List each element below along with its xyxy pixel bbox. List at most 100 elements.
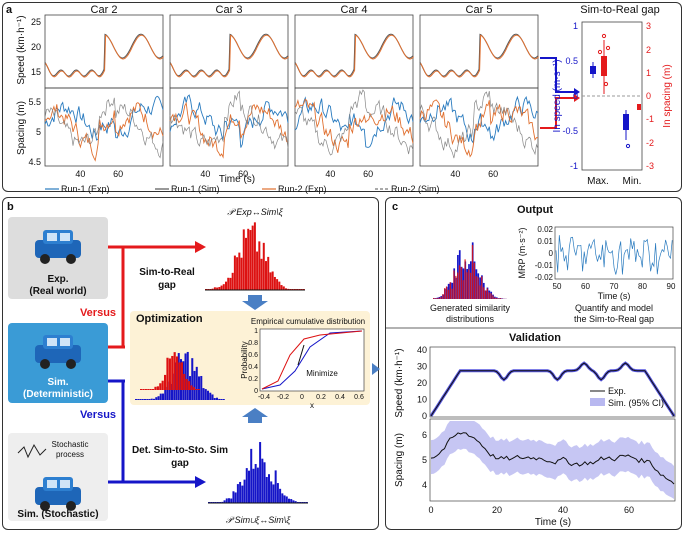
ecdf-ylabel: Probability (240, 341, 249, 378)
bottom-hist-bar (272, 484, 275, 503)
sim-sto-label: Sim. (Stochastic) (17, 509, 98, 520)
gen-red-bar (486, 288, 488, 299)
versus-bottom: Versus (80, 409, 116, 421)
opt-red-bar (168, 358, 171, 390)
spacing-ylabel: Spacing (m) (16, 101, 27, 155)
gap-left-ylabel: In speed (m·s⁻¹) (552, 59, 563, 132)
speed-exp-line (170, 34, 289, 78)
bottom-hist-bar (245, 468, 248, 503)
mrp-xtick: 60 (581, 282, 590, 291)
ecdf-axes (259, 328, 365, 392)
red-arrowhead (574, 94, 580, 102)
bottom-hist-bar (263, 462, 266, 503)
speed-exp-line (420, 34, 539, 78)
top-hist-bar (218, 287, 221, 290)
val-speed-tick: 0 (422, 411, 427, 421)
opt-red-bar (190, 385, 193, 390)
gen-red-bar (475, 276, 477, 299)
car-title: Car 5 (466, 4, 493, 16)
opt-blue-bar (186, 351, 189, 400)
down-arrow (242, 295, 268, 310)
outlier (625, 143, 631, 149)
bottom-hist-bar (265, 476, 268, 503)
gen-red-bar (458, 265, 461, 299)
panel-c (385, 197, 682, 530)
opt-red-bar (171, 355, 174, 390)
top-hist-bar (229, 277, 232, 290)
val-spacing-tick: 6 (422, 430, 427, 440)
top-hist-bar (213, 287, 216, 290)
bottom-hist-bar (292, 500, 295, 503)
bottom-hist-bar (232, 491, 235, 503)
speed-axes (169, 14, 289, 89)
opt-blue-bar (191, 358, 194, 400)
up-arrow (242, 408, 268, 423)
legend-label: Run-2 (Exp) (278, 184, 327, 194)
val-speed-tick: 40 (417, 345, 427, 355)
sim-car-window (60, 338, 70, 346)
val-xtick: 0 (428, 505, 433, 515)
top-hist-bar (256, 251, 259, 290)
opt-red-bar (149, 389, 152, 390)
top-hist-bar (240, 257, 243, 290)
gen-red-bar (481, 276, 483, 299)
gap-xtick: Min. (623, 176, 642, 187)
gen-red-bar (447, 289, 450, 299)
gap-right-tick: -2 (646, 138, 654, 148)
spacing-line (419, 91, 539, 159)
opt-red-bar (166, 357, 169, 390)
mrp-xtick: 80 (638, 282, 647, 291)
sim-det-label: Sim. (47, 377, 68, 388)
panel-a (2, 2, 682, 192)
exp-car-body (35, 240, 81, 258)
opt-blue-bar (153, 398, 156, 400)
opt-red-bar (142, 389, 145, 390)
opt-red-bar (164, 374, 167, 390)
bottom-hist-bar (270, 481, 273, 503)
opt-blue-bar (193, 370, 196, 400)
ecdf-xtick: 0 (300, 394, 304, 401)
bottom-hist-bar (285, 496, 288, 503)
opt-blue-bar (220, 399, 223, 400)
top-hist-bar (247, 228, 250, 290)
sim-car-body (35, 345, 81, 363)
gen-red-bar (470, 272, 472, 299)
sim-car-window (47, 338, 57, 346)
bottom-hist-bar (252, 468, 255, 503)
time-xlabel: Time (s) (219, 174, 255, 185)
spacing-tick: 5.5 (28, 97, 41, 107)
optimization-title: Optimization (136, 313, 203, 325)
to-panel-c-arrow (372, 363, 380, 375)
ecdf-gap-marker (297, 344, 305, 366)
exp-car-window (60, 233, 70, 241)
opt-blue-bar (222, 399, 225, 400)
gen-red-bar (479, 285, 481, 299)
ecdf-xtick: 0.6 (354, 394, 364, 401)
opt-blue-bar (207, 390, 210, 400)
spacing-line (44, 102, 164, 162)
gen-red-bar (466, 272, 468, 299)
opt-red-bar (178, 362, 181, 390)
opt-blue-bar (144, 399, 147, 400)
gen-red-bar (451, 288, 453, 299)
bottom-hist-bar (259, 442, 262, 503)
top-hist-bar (253, 222, 256, 290)
ecdf-ytick: 0.6 (248, 352, 258, 359)
stochastic-note: Stochastic (52, 440, 89, 449)
top-hist-bar (238, 252, 241, 290)
ecdf-ytick: 0.4 (248, 364, 258, 371)
legend-label: Run-1 (Sim) (171, 184, 220, 194)
output-title: Output (517, 204, 553, 216)
opt-blue-bar (155, 397, 158, 400)
top-hist-bar (231, 272, 234, 290)
minimize-label: Minimize (306, 369, 338, 378)
exp-label: (Real world) (29, 286, 86, 297)
panel-c-label: c (392, 201, 399, 213)
red-arrow (540, 97, 574, 129)
bottom-hist-bar (243, 479, 246, 503)
val-legend-exp: Exp. (608, 386, 626, 396)
val-legend-sim: Sim. (95% CI) (608, 398, 664, 408)
ecdf-red (261, 330, 363, 390)
val-xtick: 60 (624, 505, 634, 515)
opt-blue-bar (157, 396, 160, 400)
